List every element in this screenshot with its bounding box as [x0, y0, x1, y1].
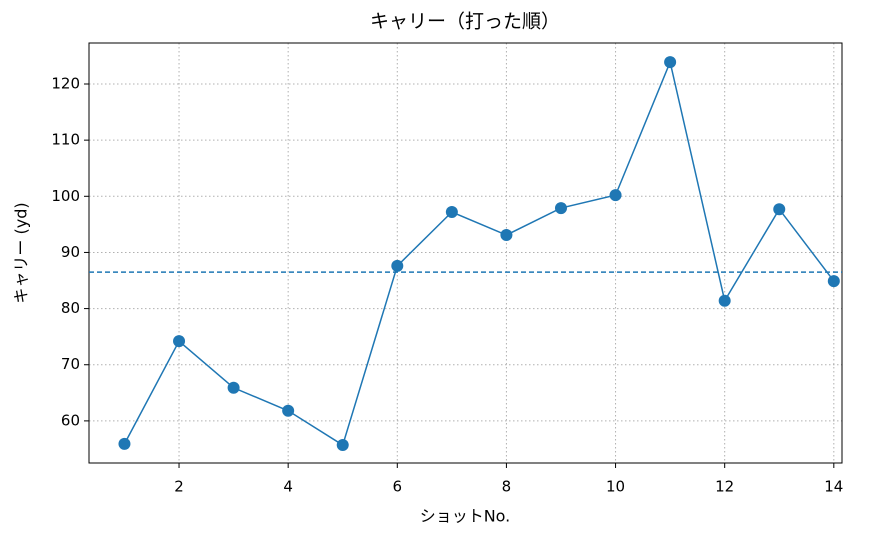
- x-tick-label: 8: [502, 478, 512, 496]
- plot-frame: [88, 42, 843, 464]
- x-tick-label: 14: [824, 478, 843, 496]
- x-axis-label: ショットNo.: [420, 507, 511, 526]
- y-tick-label: 90: [61, 243, 80, 261]
- data-point: [773, 203, 786, 216]
- x-tick-label: 6: [393, 478, 403, 496]
- y-axis-label: キャリー (yd): [12, 202, 31, 303]
- x-tick-label: 2: [174, 478, 184, 496]
- data-point: [391, 259, 404, 272]
- data-point: [609, 189, 622, 202]
- data-point: [282, 404, 295, 417]
- data-point: [227, 381, 240, 394]
- data-point: [500, 229, 513, 242]
- data-point: [827, 275, 840, 288]
- y-tick-label: 120: [51, 74, 80, 92]
- data-point: [173, 335, 186, 348]
- data-point: [336, 439, 349, 452]
- chart-title: キャリー（打った順）: [370, 11, 560, 33]
- data-point: [664, 56, 677, 69]
- x-tick-label: 12: [715, 478, 734, 496]
- series-line: [123, 59, 835, 447]
- data-point: [118, 437, 131, 450]
- data-point: [445, 206, 458, 219]
- data-point: [718, 294, 731, 307]
- y-tick-label: 100: [51, 187, 80, 205]
- y-tick-label: 70: [61, 355, 80, 373]
- y-tick-label: 60: [61, 411, 80, 429]
- x-tick-label: 4: [283, 478, 293, 496]
- data-point: [554, 202, 567, 215]
- y-tick-label: 80: [61, 299, 80, 317]
- y-tick-label: 110: [51, 131, 80, 149]
- x-tick-label: 10: [606, 478, 625, 496]
